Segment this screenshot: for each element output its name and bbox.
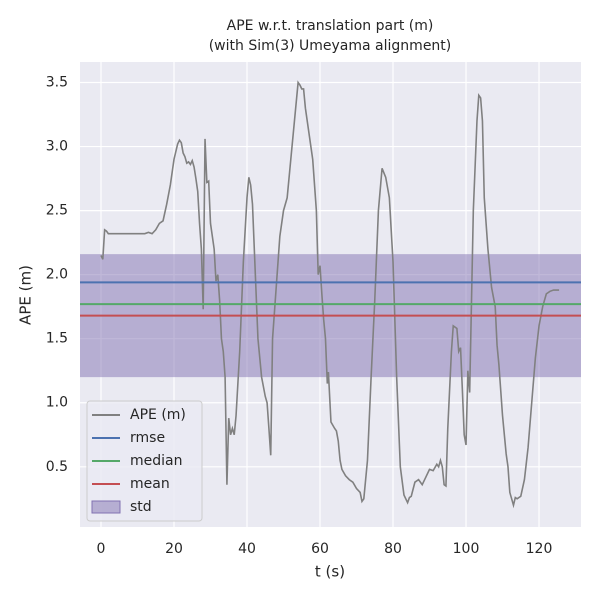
- y-tick-label: 3.0: [46, 139, 68, 155]
- chart-title: APE w.r.t. translation part (m): [227, 18, 434, 34]
- y-tick-label: 1.0: [46, 395, 68, 411]
- y-tick-label: 1.5: [46, 331, 68, 347]
- ape-line: [100, 80, 560, 509]
- legend-box: [86, 400, 203, 522]
- y-tick-label: 0.5: [46, 459, 68, 475]
- x-tick-label: 20: [165, 541, 183, 557]
- x-tick-label: 120: [526, 541, 553, 557]
- y-tick-label: 2.5: [46, 203, 68, 219]
- x-tick-label: 100: [453, 541, 480, 557]
- x-tick-label: 40: [238, 541, 256, 557]
- chart-subtitle: (with Sim(3) Umeyama alignment): [209, 38, 452, 54]
- legend-label: rmse: [130, 430, 165, 446]
- legend-label: std: [130, 499, 152, 515]
- legend-label: APE (m): [130, 407, 186, 423]
- y-tick-label: 3.5: [46, 74, 68, 90]
- y-tick-label: 2.0: [46, 267, 68, 283]
- x-tick-label: 80: [384, 541, 402, 557]
- legend-label: median: [130, 453, 182, 469]
- y-axis-label: APE (m): [17, 265, 35, 325]
- legend-label: mean: [130, 476, 170, 492]
- x-axis-label: t (s): [315, 563, 345, 581]
- x-tick-label: 60: [311, 541, 329, 557]
- legend-swatch: [91, 500, 121, 514]
- x-tick-label: 0: [97, 541, 106, 557]
